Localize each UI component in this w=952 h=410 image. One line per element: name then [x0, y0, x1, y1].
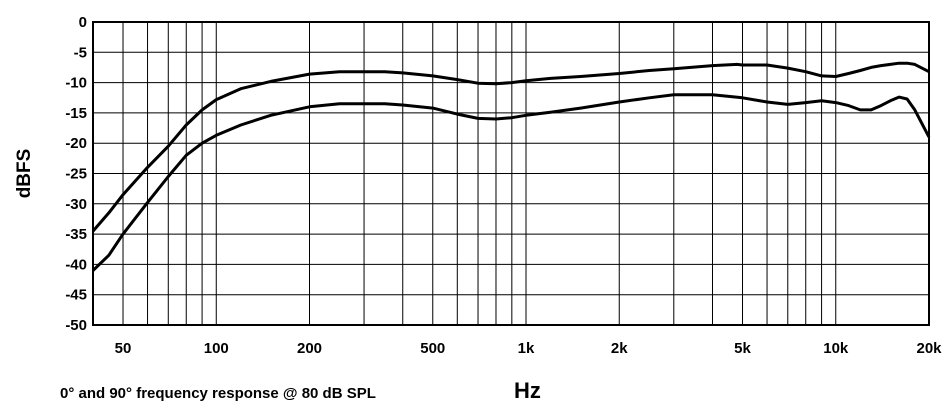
x-tick-label: 20k — [916, 340, 942, 357]
y-tick-label: -30 — [65, 196, 87, 213]
x-tick-labels: 50 100 200 500 1k 2k 5k 10k 20k — [115, 340, 942, 357]
y-tick-label: 0 — [79, 14, 87, 31]
y-tick-label: -40 — [65, 256, 87, 273]
grid-lines — [93, 22, 929, 325]
x-tick-label: 50 — [115, 340, 132, 357]
chart-caption: 0° and 90° frequency response @ 80 dB SP… — [60, 385, 376, 402]
x-tick-label: 200 — [297, 340, 322, 357]
y-tick-label: -25 — [65, 166, 87, 183]
y-tick-label: -10 — [65, 75, 87, 92]
x-tick-label: 10k — [823, 340, 849, 357]
x-axis-label: Hz — [514, 378, 541, 403]
y-tick-label: -5 — [74, 44, 87, 61]
x-tick-label: 5k — [734, 340, 751, 357]
y-tick-label: -35 — [65, 226, 87, 243]
series-lines — [91, 61, 931, 272]
y-tick-label: -50 — [65, 317, 87, 334]
series-line-1 — [91, 61, 930, 233]
y-axis-label: dBFS — [14, 149, 35, 199]
y-tick-label: -15 — [65, 105, 87, 122]
x-tick-label: 1k — [518, 340, 535, 357]
y-tick-label: -45 — [65, 287, 87, 304]
x-tick-label: 2k — [611, 340, 628, 357]
y-tick-label: -20 — [65, 135, 87, 152]
x-tick-label: 100 — [204, 340, 229, 357]
series-line-2 — [91, 93, 931, 272]
y-tick-labels: 0 -5 -10 -15 -20 -25 -30 -35 -40 -45 -50 — [65, 14, 87, 334]
x-tick-label: 500 — [420, 340, 445, 357]
plot-frame — [92, 21, 930, 326]
